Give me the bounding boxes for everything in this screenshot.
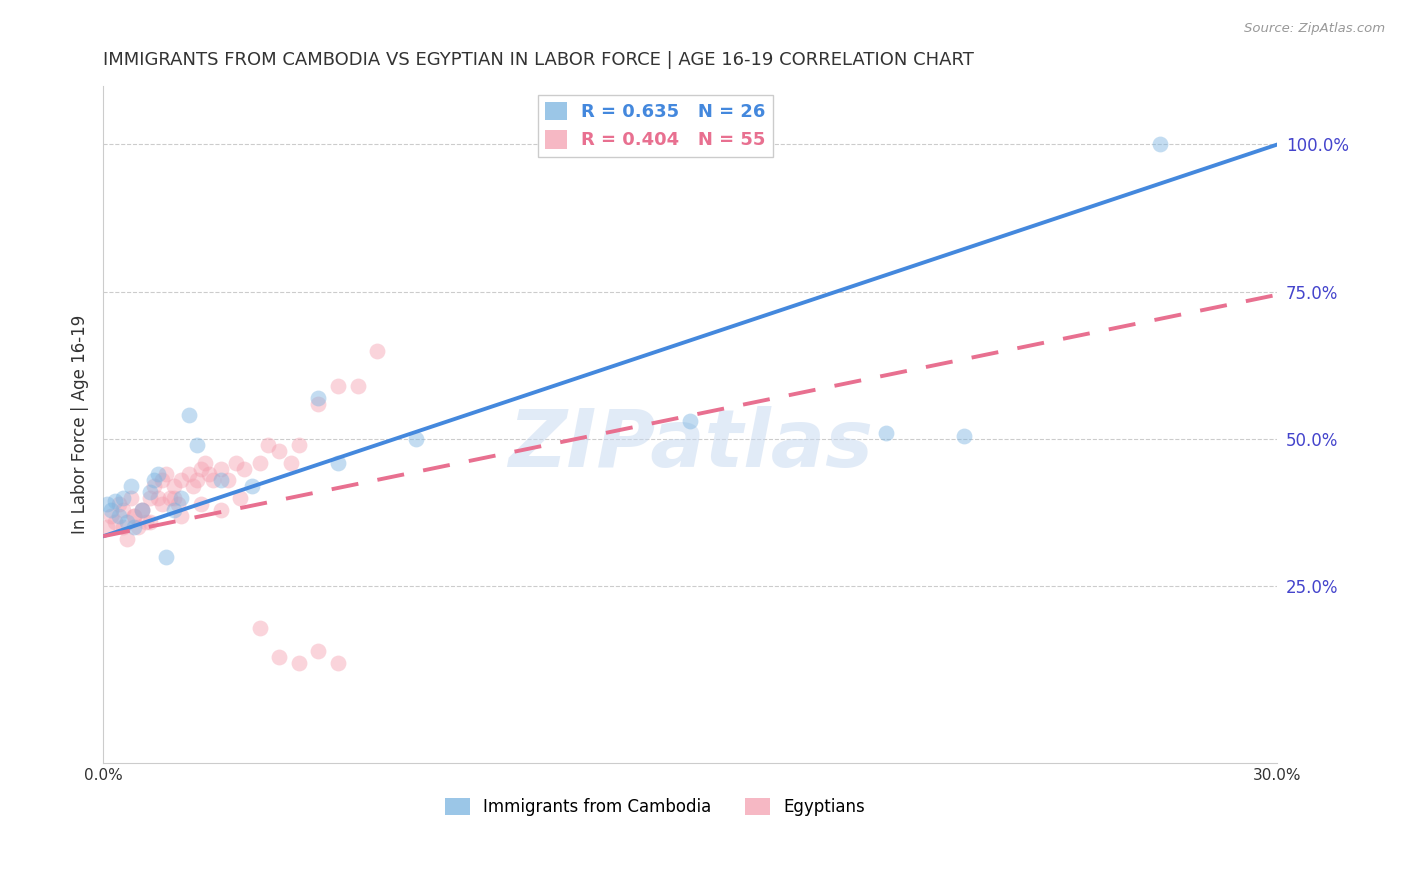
Y-axis label: In Labor Force | Age 16-19: In Labor Force | Age 16-19 (72, 315, 89, 534)
Point (198, 467, 221, 482)
Point (170, 508, 193, 523)
Point (179, 467, 201, 482)
Point (194, 456, 217, 470)
Point (127, 520, 149, 534)
Point (162, 479, 184, 493)
Point (120, 491, 142, 505)
Point (162, 491, 184, 505)
Legend: Immigrants from Cambodia, Egyptians: Immigrants from Cambodia, Egyptians (439, 791, 872, 822)
Point (249, 621, 271, 635)
Point (256, 438, 278, 452)
Point (111, 520, 134, 534)
Point (240, 479, 263, 493)
Point (120, 479, 142, 493)
Point (162, 502, 184, 516)
Point (150, 497, 173, 511)
Point (288, 438, 311, 452)
Point (155, 467, 177, 482)
Point (229, 491, 252, 505)
Point (107, 497, 129, 511)
Point (139, 515, 162, 529)
Point (131, 502, 153, 516)
Point (150, 473, 173, 487)
Point (346, 379, 368, 393)
Text: Source: ZipAtlas.com: Source: ZipAtlas.com (1244, 22, 1385, 36)
Point (217, 473, 239, 487)
Point (104, 515, 127, 529)
Point (209, 461, 232, 475)
Point (307, 644, 329, 658)
Point (181, 479, 204, 493)
Point (209, 502, 232, 516)
Point (269, 650, 291, 665)
Point (111, 491, 134, 505)
Point (104, 494, 127, 508)
Point (96, 520, 118, 534)
Point (326, 656, 349, 670)
Point (307, 397, 329, 411)
Point (111, 502, 134, 516)
Point (96, 497, 118, 511)
Point (143, 473, 166, 487)
Point (307, 391, 329, 405)
Point (249, 456, 271, 470)
Point (124, 520, 146, 534)
Point (209, 473, 232, 487)
Point (146, 467, 169, 482)
Point (875, 426, 897, 441)
Point (139, 491, 162, 505)
Point (179, 409, 201, 423)
Point (679, 414, 702, 428)
Point (186, 438, 208, 452)
Text: ZIPatlas: ZIPatlas (508, 406, 873, 483)
Point (155, 549, 177, 564)
Point (100, 502, 122, 516)
Point (1149, 137, 1171, 152)
Point (233, 461, 256, 475)
Point (146, 491, 169, 505)
Point (366, 343, 388, 358)
Point (280, 456, 302, 470)
Point (166, 497, 188, 511)
Point (326, 379, 349, 393)
Point (201, 473, 224, 487)
Point (124, 508, 146, 523)
Point (186, 473, 208, 487)
Point (124, 508, 146, 523)
Point (115, 515, 138, 529)
Point (139, 485, 162, 500)
Point (225, 456, 247, 470)
Point (131, 502, 153, 516)
Point (159, 491, 181, 505)
Point (326, 456, 349, 470)
Point (269, 443, 291, 458)
Point (170, 491, 193, 505)
Point (190, 497, 212, 511)
Point (135, 515, 157, 529)
Text: IMMIGRANTS FROM CAMBODIA VS EGYPTIAN IN LABOR FORCE | AGE 16-19 CORRELATION CHAR: IMMIGRANTS FROM CAMBODIA VS EGYPTIAN IN … (103, 51, 974, 69)
Point (170, 473, 193, 487)
Point (107, 508, 129, 523)
Point (131, 502, 153, 516)
Point (115, 533, 138, 547)
Point (405, 432, 427, 446)
Point (288, 656, 311, 670)
Point (100, 508, 122, 523)
Point (143, 479, 166, 493)
Point (190, 461, 212, 475)
Point (953, 429, 976, 443)
